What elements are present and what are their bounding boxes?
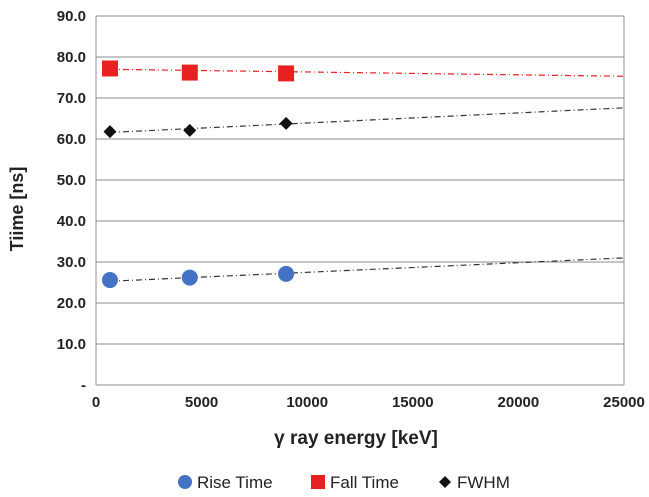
y-tick-label: 50.0 <box>57 172 86 189</box>
x-tick-label: 0 <box>92 394 100 411</box>
fwhm-point <box>103 125 117 139</box>
x-tick-label: 20000 <box>498 394 540 411</box>
data-points <box>101 60 295 289</box>
rise-time-point <box>278 265 295 282</box>
fall-time-point <box>278 65 295 82</box>
y-tick-label: 30.0 <box>57 254 86 271</box>
rise-time-point <box>101 272 118 289</box>
y-tick-label: 10.0 <box>57 336 86 353</box>
x-axis-title: γ ray energy [keV] <box>274 428 438 449</box>
y-tick-label: 90.0 <box>57 8 86 25</box>
fall-time-point <box>181 64 198 81</box>
y-tick-label: 40.0 <box>57 213 86 230</box>
x-tick-label: 10000 <box>286 394 328 411</box>
legend-fall-time-marker <box>311 475 325 489</box>
rise-time-point <box>181 269 198 286</box>
y-axis-title: Tiime [ns] <box>7 167 27 252</box>
legend-fall-time-label: Fall Time <box>330 473 399 492</box>
legend-fwhm-marker <box>439 476 451 488</box>
x-tick-label: 5000 <box>185 394 218 411</box>
legend-fwhm-label: FWHM <box>457 473 510 492</box>
legend-rise-time-label: Rise Time <box>197 473 273 492</box>
y-tick-label: - <box>81 377 86 394</box>
fwhm-point <box>279 116 293 130</box>
y-tick-label: 80.0 <box>57 49 86 66</box>
x-tick-label: 15000 <box>392 394 434 411</box>
legend: Rise Time Fall Time FWHM <box>178 473 510 492</box>
trendlines <box>109 68 625 282</box>
y-tick-labels: - 10.0 20.0 30.0 40.0 50.0 60.0 70.0 80.0 90.0 <box>57 8 86 394</box>
y-tick-label: 60.0 <box>57 131 86 148</box>
y-tick-label: 70.0 <box>57 90 86 107</box>
y-tick-label: 20.0 <box>57 295 86 312</box>
x-tick-labels: 0 5000 10000 15000 20000 25000 <box>92 394 645 411</box>
fall-time-point <box>101 60 118 77</box>
x-tick-label: 25000 <box>603 394 645 411</box>
grid-lines <box>95 15 625 386</box>
fwhm-point <box>183 123 197 137</box>
legend-rise-time-marker <box>178 475 192 489</box>
